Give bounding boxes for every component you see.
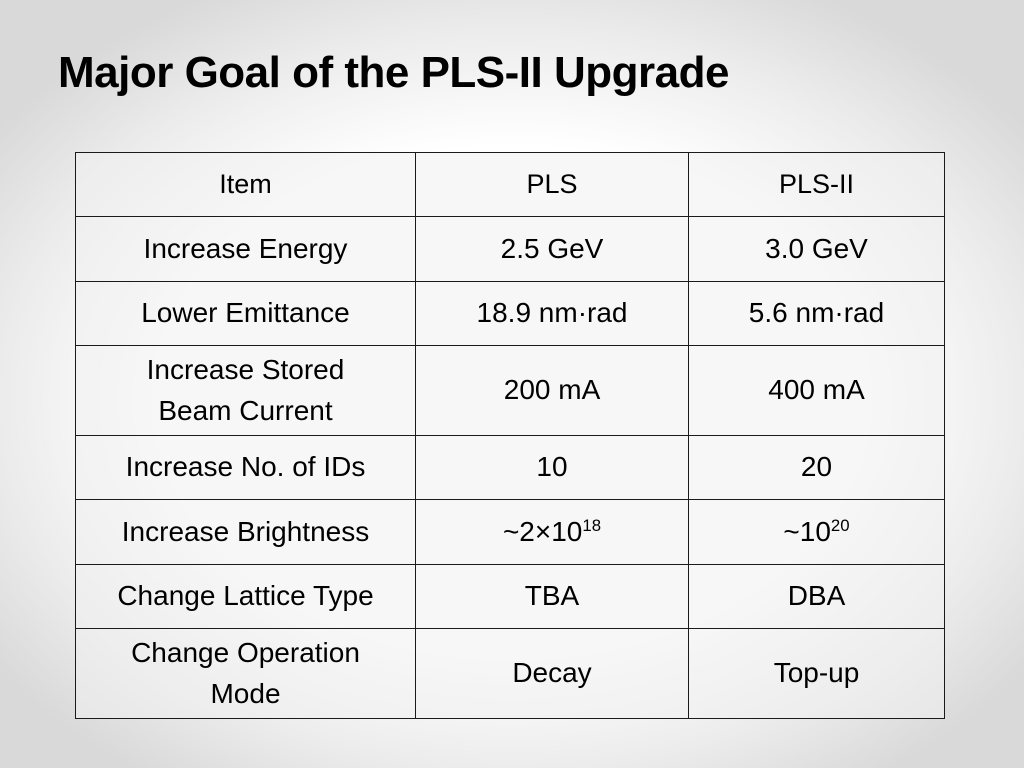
cell-pls: Decay <box>415 628 689 719</box>
header-item: Item <box>75 151 416 218</box>
goals-table: Item PLS PLS-II Increase Energy 2.5 GeV … <box>75 151 945 719</box>
table-header-row: Item PLS PLS-II <box>75 151 945 218</box>
cell-item: Change Operation Mode <box>75 628 416 719</box>
cell-pls: ~2×1018 <box>415 499 689 565</box>
cell-pls-ii: ~1020 <box>688 499 945 565</box>
cell-item: Increase Energy <box>75 216 416 282</box>
cell-item: Increase Brightness <box>75 499 416 565</box>
cell-pls: 10 <box>415 434 689 501</box>
cell-item: Change Lattice Type <box>75 563 416 630</box>
cell-item: Lower Emittance <box>75 280 416 347</box>
cell-pls-ii: 3.0 GeV <box>688 216 945 282</box>
cell-pls: TBA <box>415 563 689 630</box>
cell-item-line: Mode <box>210 677 281 709</box>
table-row: Increase Brightness ~2×1018 ~1020 <box>75 499 945 565</box>
header-pls-ii: PLS-II <box>688 151 945 218</box>
table-row: Increase Energy 2.5 GeV 3.0 GeV <box>75 216 945 282</box>
cell-item: Increase Stored Beam Current <box>75 345 416 436</box>
value-exponent: 20 <box>830 515 850 535</box>
cell-item: Increase No. of IDs <box>75 434 416 501</box>
cell-pls: 18.9 nm·rad <box>415 280 689 347</box>
value-base: ~2×10 <box>502 515 583 547</box>
cell-pls-ii: 400 mA <box>688 345 945 436</box>
value-exponent: 18 <box>582 515 602 535</box>
cell-item-line: Change Operation <box>131 637 360 669</box>
table-row: Change Lattice Type TBA DBA <box>75 563 945 630</box>
table-row: Increase Stored Beam Current 200 mA 400 … <box>75 345 945 436</box>
value-base: ~10 <box>783 515 831 547</box>
cell-item-line: Increase Stored <box>146 354 345 386</box>
cell-pls-ii: DBA <box>688 563 945 630</box>
table-row: Change Operation Mode Decay Top-up <box>75 628 945 719</box>
cell-pls: 200 mA <box>415 345 689 436</box>
table-row: Lower Emittance 18.9 nm·rad 5.6 nm·rad <box>75 280 945 347</box>
header-pls: PLS <box>415 151 689 218</box>
cell-item-line: Beam Current <box>158 394 333 426</box>
cell-pls-ii: 20 <box>688 434 945 501</box>
table-row: Increase No. of IDs 10 20 <box>75 434 945 501</box>
cell-pls-ii: Top-up <box>688 628 945 719</box>
cell-pls-ii: 5.6 nm·rad <box>688 280 945 347</box>
slide-title: Major Goal of the PLS-II Upgrade <box>58 48 729 97</box>
cell-pls: 2.5 GeV <box>415 216 689 282</box>
